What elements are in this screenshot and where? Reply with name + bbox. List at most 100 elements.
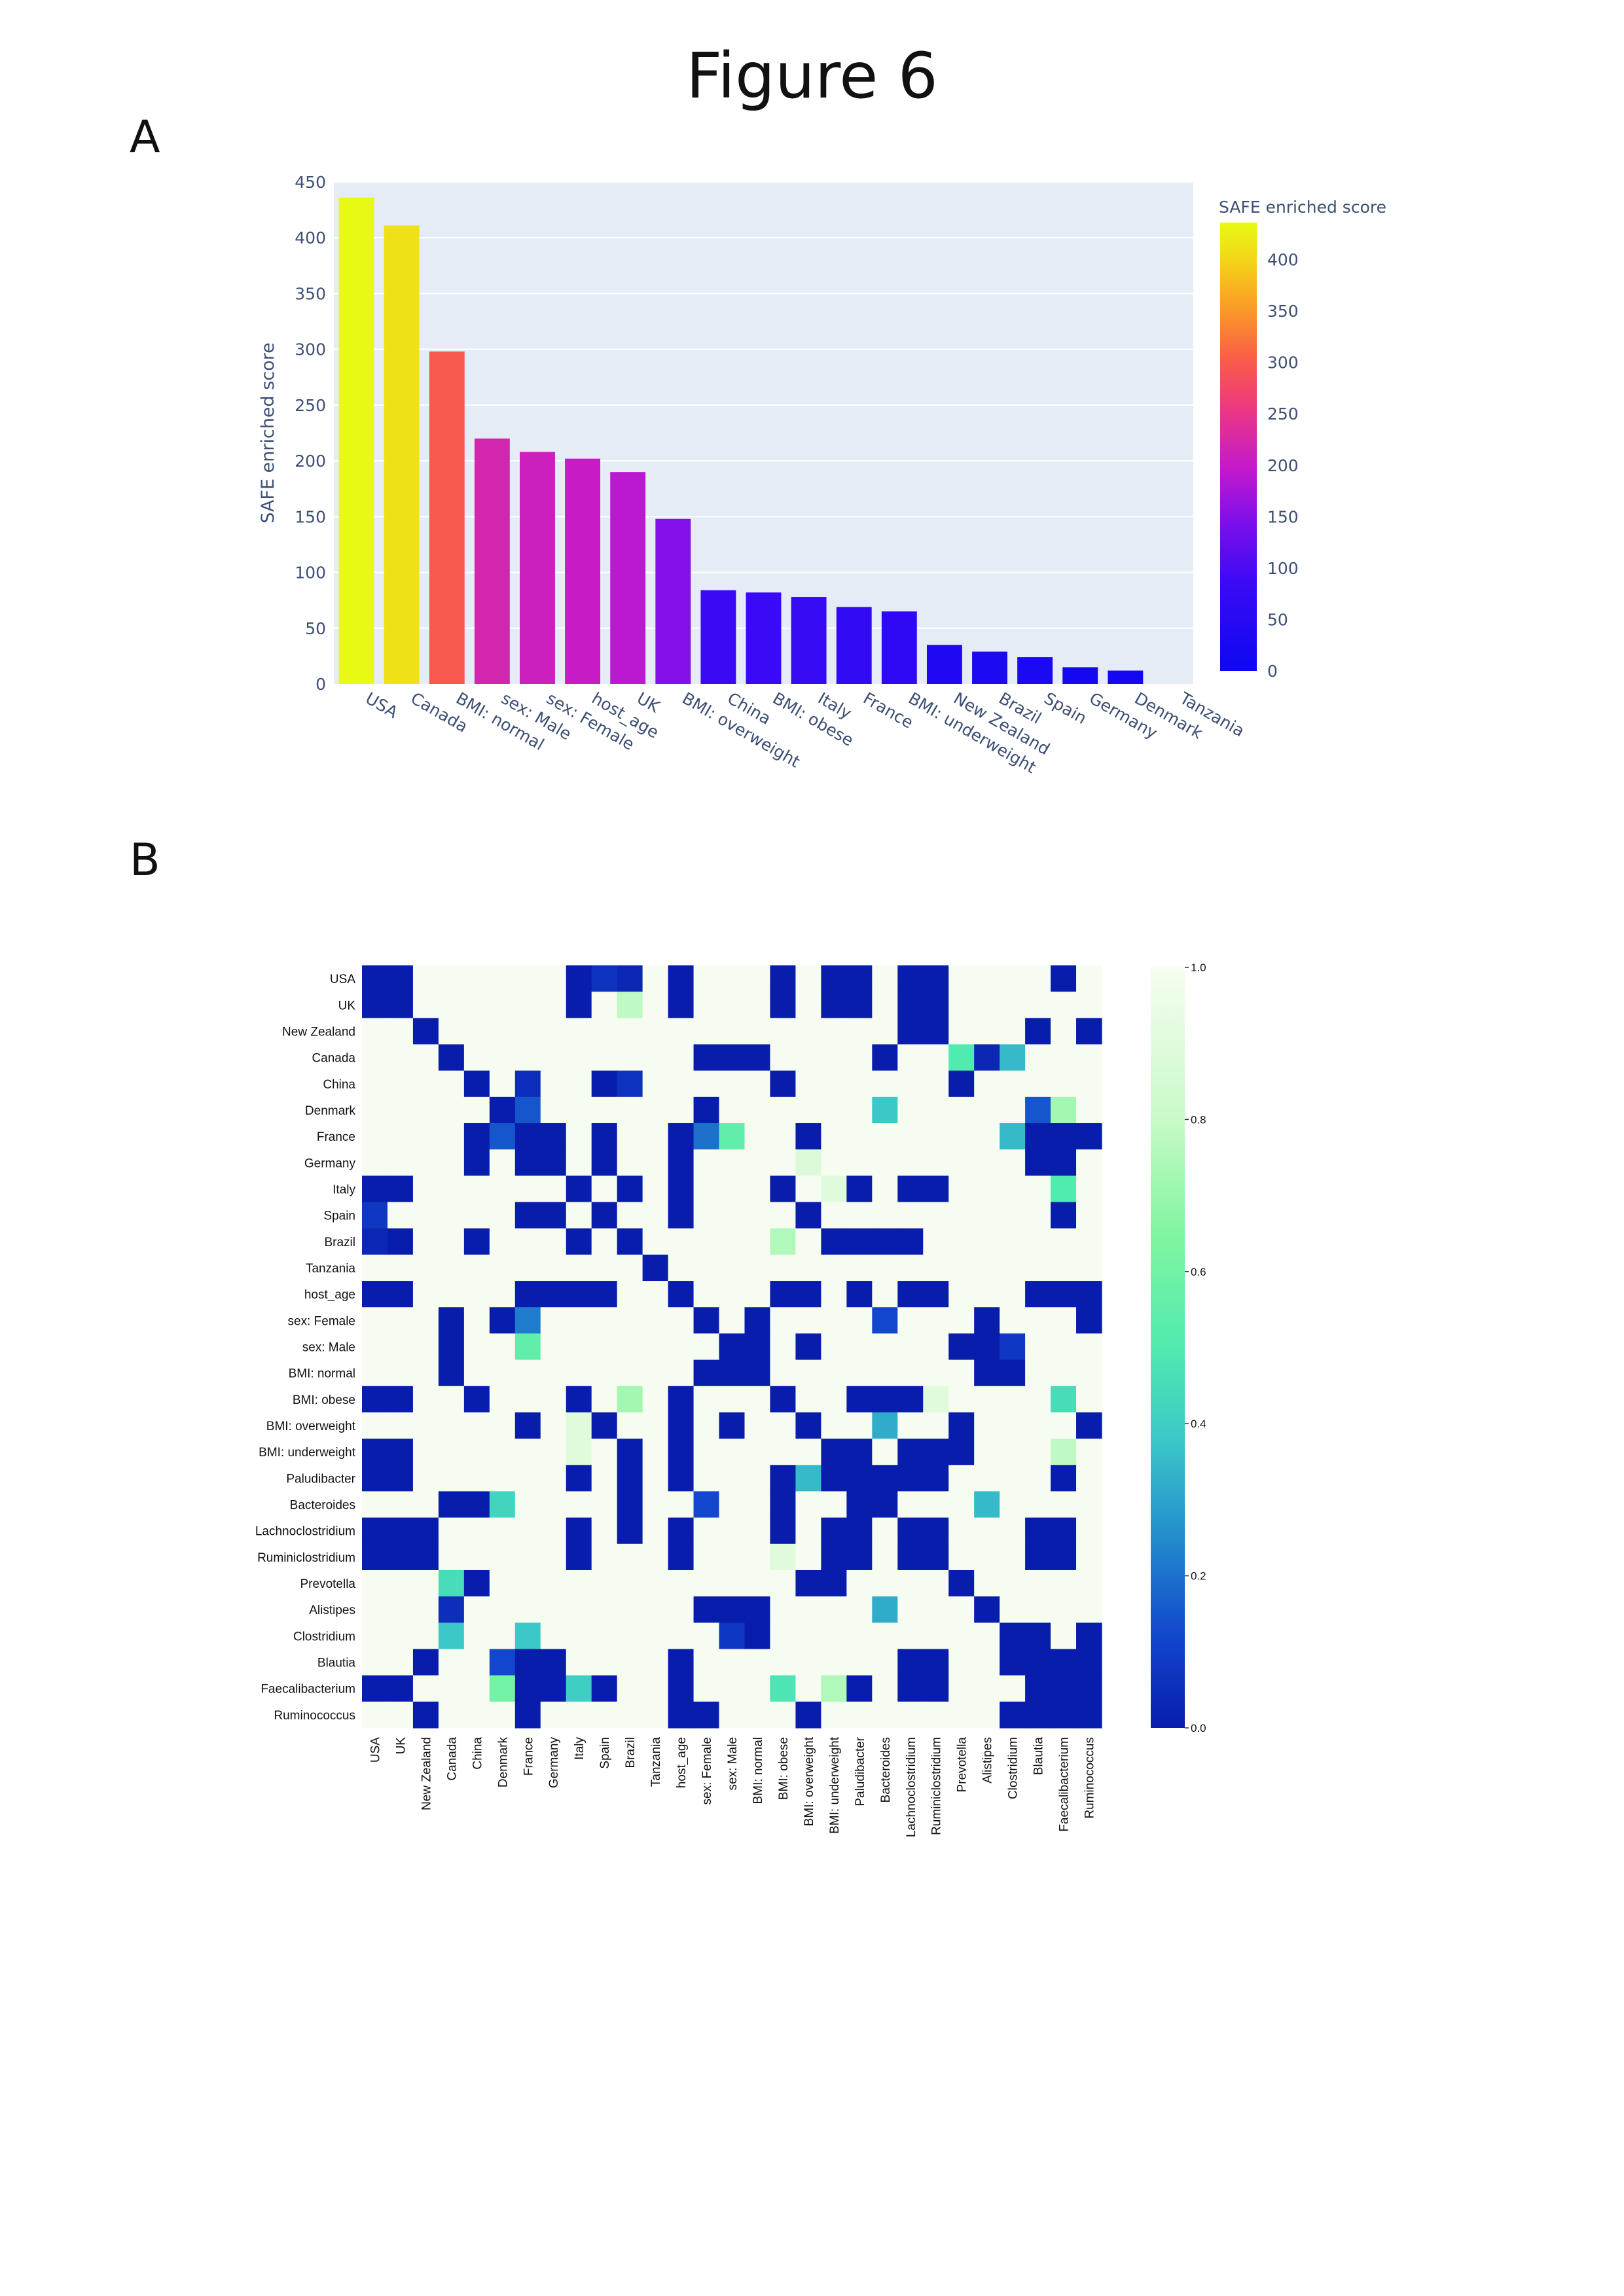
heatmap-cell [514,1623,541,1650]
colorbar-tick-label: 200 [1267,456,1299,475]
heatmap-cell [897,1675,924,1702]
heatmap-cell [897,1701,924,1729]
heatmap-cell [438,1386,465,1413]
heatmap-cell [923,1623,949,1650]
heatmap-cell [642,1465,669,1492]
heatmap-cell [489,1465,516,1492]
heatmap-cell [744,1623,771,1650]
heatmap-cell [362,1649,388,1676]
heatmap-cell [974,1018,1000,1045]
heatmap-cell [540,1254,567,1282]
heatmap-cell [566,1649,592,1676]
heatmap-cell [948,1439,975,1465]
heatmap-cell [948,1070,975,1098]
heatmap-cell [387,992,414,1018]
heatmap-cell [1025,1491,1051,1518]
heatmap-cell [412,1412,439,1439]
heatmap-cell [1051,1254,1077,1282]
x-tick-label: USA [363,689,401,722]
heatmap-cell [1000,1281,1026,1308]
heatmap-cell [872,1333,898,1361]
heatmap-cell [412,1202,439,1229]
heatmap-cell [1025,1202,1051,1229]
heatmap-cell [948,1096,975,1124]
heatmap-cell [872,1570,898,1597]
heatmap-cell [591,1412,618,1439]
heatmap-cell [540,1701,567,1729]
heatmap-cell [719,1491,746,1518]
heatmap-cell [540,1070,567,1098]
heatmap-cell [362,1307,388,1335]
heatmap-cell [514,1359,541,1387]
heatmap-cell [668,1675,695,1702]
heatmap-cell [540,1412,567,1439]
column-label: UK [394,1737,408,1755]
heatmap-cell [872,1412,898,1439]
heatmap-cell [438,1333,465,1361]
heatmap-cell [744,1307,771,1335]
heatmap-cell [795,1333,821,1361]
row-label: Canada [312,1052,355,1066]
heatmap-cell [412,992,439,1018]
heatmap-cell [540,1623,567,1650]
heatmap-cell [846,1044,873,1071]
colorbar-tick-label: 400 [1267,251,1299,270]
heatmap-cell [770,1254,797,1282]
row-label: Spain [323,1210,355,1223]
heatmap-cell [1076,1701,1102,1729]
heatmap-cell [719,965,746,992]
heatmap-cell [1051,1096,1077,1124]
heatmap-cell [438,1570,465,1597]
heatmap-cell [974,1517,1000,1545]
heatmap-cell [463,1596,490,1623]
heatmap-cell [897,1044,924,1071]
heatmap-cell [872,1701,898,1729]
heatmap-cell [744,1333,771,1361]
heatmap-cell [591,1359,618,1387]
heatmap-cell [693,1412,720,1439]
heatmap-cell [540,992,567,1018]
heatmap-cell [1025,1096,1051,1124]
heatmap-cell [591,1596,618,1623]
heatmap-cell [489,1228,516,1255]
colorbar-tick-label: 250 [1267,404,1299,423]
heatmap-cell [948,1333,975,1361]
heatmap-cell [438,1517,465,1545]
heatmap-cell [617,1202,643,1229]
heatmap-cell [387,1149,414,1176]
heatmap-cell [719,1044,746,1071]
y-tick-label: 200 [295,452,326,471]
heatmap-cell [821,1254,847,1282]
heatmap-cell [514,1491,541,1518]
heatmap-cell [566,1228,592,1255]
heatmap-cell [1051,1044,1077,1071]
heatmap-cell [923,1649,949,1676]
heatmap-cell [387,1359,414,1387]
row-label: Alistipes [309,1604,355,1617]
heatmap-cell [795,1202,821,1229]
y-tick-label: 450 [295,173,326,192]
heatmap-cell [412,1149,439,1176]
heatmap-cell [642,1044,669,1071]
row-label: Ruminococcus [274,1709,355,1723]
heatmap-cell [412,1307,439,1335]
heatmap-cell [668,1386,695,1413]
heatmap-cell [1000,1149,1026,1176]
heatmap-cell [770,992,797,1018]
heatmap-cell [438,1070,465,1098]
heatmap-cell [412,1175,439,1203]
heatmap-cell [719,1096,746,1124]
heatmap-cell [489,992,516,1018]
heatmap-cell [463,1123,490,1150]
heatmap-cell [1076,1070,1102,1098]
heatmap-cell [846,1517,873,1545]
heatmap-cell [489,1202,516,1229]
heatmap-cell [438,1701,465,1729]
heatmap-cell [412,1649,439,1676]
heatmap-cell [1000,1359,1026,1387]
heatmap-cell [463,1149,490,1176]
heatmap-cell [362,1596,388,1623]
heatmap-cell [412,1044,439,1071]
heatmap-cell [1076,1675,1102,1702]
heatmap-cell [591,1517,618,1545]
